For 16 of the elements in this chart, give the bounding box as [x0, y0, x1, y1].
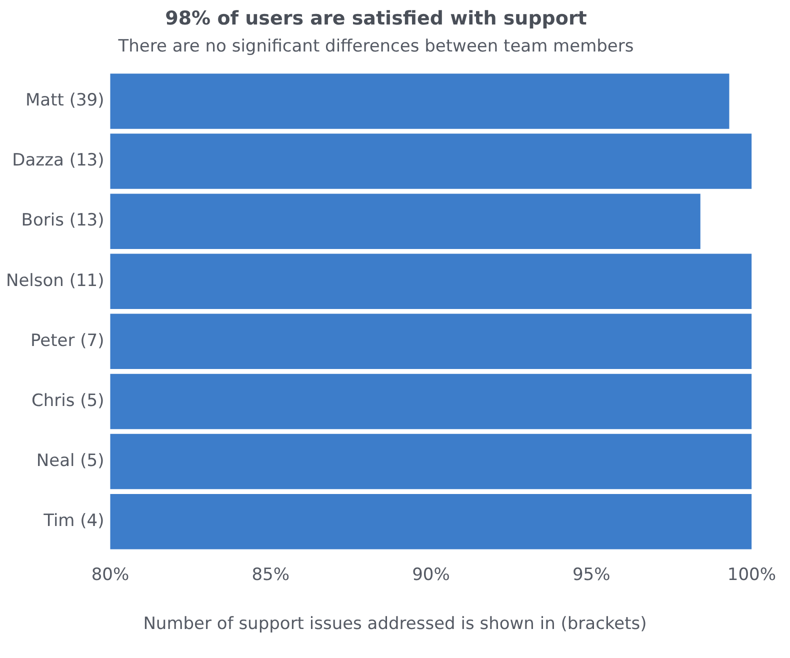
y-tick-label: Peter (7) [30, 330, 104, 351]
y-tick-label: Nelson (11) [6, 270, 104, 291]
y-tick-label: Chris (5) [32, 390, 104, 411]
x-tick-label: 100% [727, 565, 776, 586]
chart-subtitle: There are no significant differences between team members [117, 36, 634, 56]
x-tick-label: 90% [412, 565, 450, 586]
x-tick-label: 85% [252, 565, 290, 586]
chart-title: 98% of users are satisfied with support [165, 7, 587, 30]
y-tick-label: Boris (13) [21, 210, 104, 231]
x-tick-label: 80% [91, 565, 130, 586]
x-tick-label: 95% [572, 565, 610, 586]
y-tick-label: Neal (5) [36, 450, 104, 471]
text: Number of support issues addressed is shown in (brackets) [142, 614, 648, 634]
y-tick-label: Tim (4) [42, 510, 104, 531]
y-tick-label: Dazza (13) [12, 150, 104, 171]
y-tick-label: Matt (39) [26, 90, 104, 111]
